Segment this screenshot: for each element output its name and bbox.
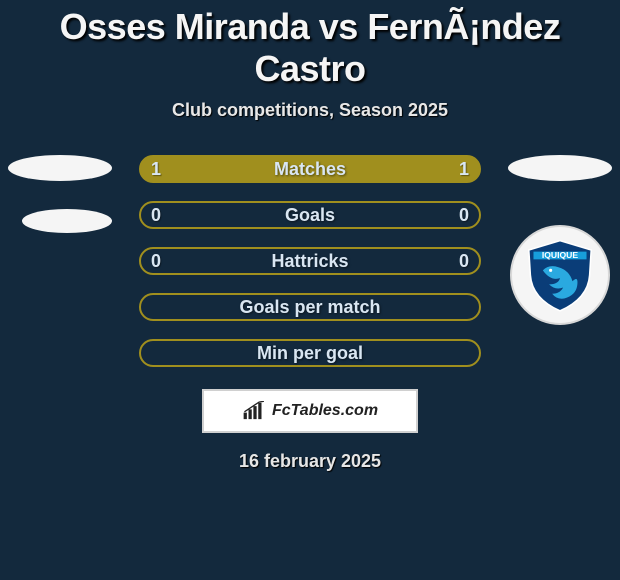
stat-bars: 1 Matches 1 0 Goals 0 0 Hattricks 0 Goal… bbox=[139, 155, 481, 367]
stat-left-value: 0 bbox=[151, 251, 161, 272]
stat-left-value: 0 bbox=[151, 205, 161, 226]
brand-badge: FcTables.com bbox=[202, 389, 418, 433]
stat-label: Goals per match bbox=[239, 297, 380, 318]
player-left-avatar bbox=[8, 155, 112, 233]
stat-bar-min-per-goal: Min per goal bbox=[139, 339, 481, 367]
stats-area: IQUIQUE 1 Matches 1 0 Goals 0 0 Hattrick… bbox=[0, 155, 620, 367]
avatar-placeholder bbox=[508, 155, 612, 181]
stat-right-value: 0 bbox=[459, 251, 469, 272]
crest-svg: IQUIQUE bbox=[521, 236, 599, 314]
club-crest-iquique: IQUIQUE bbox=[510, 225, 610, 325]
stat-bar-matches: 1 Matches 1 bbox=[139, 155, 481, 183]
avatar-placeholder bbox=[8, 155, 112, 181]
chart-icon bbox=[242, 401, 268, 421]
date-label: 16 february 2025 bbox=[239, 451, 381, 472]
stat-bar-hattricks: 0 Hattricks 0 bbox=[139, 247, 481, 275]
stat-bar-goals: 0 Goals 0 bbox=[139, 201, 481, 229]
stat-label: Min per goal bbox=[257, 343, 363, 364]
stat-right-value: 0 bbox=[459, 205, 469, 226]
stat-right-value: 1 bbox=[459, 159, 469, 180]
stat-label: Matches bbox=[274, 159, 346, 180]
crest-text: IQUIQUE bbox=[542, 250, 579, 260]
stat-left-value: 1 bbox=[151, 159, 161, 180]
stat-label: Goals bbox=[285, 205, 335, 226]
player-right-column: IQUIQUE bbox=[508, 155, 612, 325]
brand-text: FcTables.com bbox=[272, 402, 378, 420]
avatar-placeholder-secondary bbox=[22, 209, 112, 233]
subtitle: Club competitions, Season 2025 bbox=[172, 100, 448, 121]
stat-bar-goals-per-match: Goals per match bbox=[139, 293, 481, 321]
page-title: Osses Miranda vs FernÃ¡ndez Castro bbox=[0, 6, 620, 90]
stat-label: Hattricks bbox=[271, 251, 348, 272]
